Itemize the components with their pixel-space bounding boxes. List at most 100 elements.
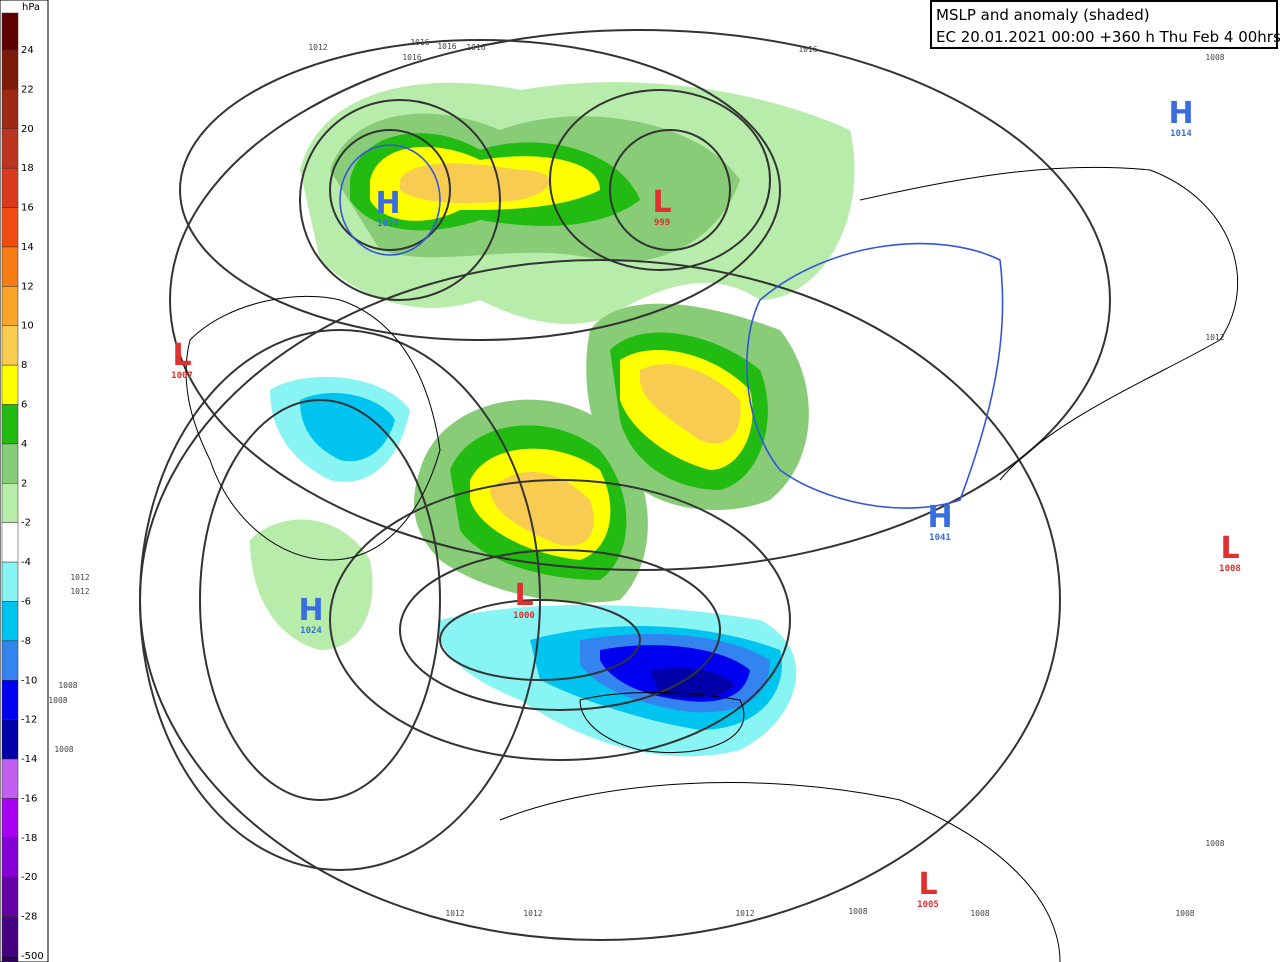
legend-label: 16 — [21, 203, 34, 214]
isobar-label: 1016 — [402, 53, 421, 62]
isobar-label: 1016 — [798, 45, 817, 54]
subtitle: EC 20.01.2021 00:00 +360 h Thu Feb 4 00h… — [936, 28, 1280, 46]
high-contours — [339, 144, 1004, 509]
legend-swatch — [1, 798, 19, 839]
isobar-label: 1008 — [58, 681, 77, 690]
legend-label: 8 — [21, 360, 27, 371]
legend-swatch — [1, 207, 19, 248]
legend-swatch — [1, 443, 19, 484]
isobar-label: 1012 — [445, 909, 464, 918]
center-symbol: L — [172, 338, 191, 373]
legend-label: -20 — [21, 872, 37, 883]
isobar-label: 1008 — [1205, 53, 1224, 62]
center-symbol: L — [918, 867, 937, 902]
legend-swatch — [1, 719, 19, 760]
legend-unit: hPa — [22, 2, 40, 13]
legend: hPa 24 22 20 18 16 14 12 10 8 6 4 2 -2 -4 -6 -8 -10 -12 -14… — [0, 0, 49, 962]
legend-label: 18 — [21, 163, 34, 174]
center-value: 999 — [654, 218, 670, 228]
legend-swatch — [1, 916, 19, 957]
legend-label: -16 — [21, 793, 37, 804]
center-value: 1027 — [377, 219, 399, 229]
center-symbol: L — [652, 185, 671, 220]
isobar-label: 1008 — [1205, 839, 1224, 848]
center-value: 1000 — [513, 611, 535, 621]
center-value: 1014 — [1170, 129, 1192, 139]
isobar-label: 1016 — [466, 43, 485, 52]
legend-swatch — [1, 89, 19, 130]
legend-label: 14 — [21, 242, 34, 253]
legend-swatch — [1, 128, 19, 169]
center-value: 1008 — [1219, 564, 1241, 574]
center-value: 1005 — [917, 900, 939, 910]
legend-label: -4 — [21, 557, 31, 568]
legend-swatch — [1, 483, 19, 523]
legend-label: -14 — [21, 754, 37, 765]
isobar-label: 1016 — [437, 42, 456, 51]
isobar-label: 1008 — [48, 696, 67, 705]
legend-swatch — [1, 837, 19, 878]
legend-label: -28 — [21, 912, 37, 923]
center-symbol: H — [927, 500, 952, 535]
isobar-label: 1008 — [54, 745, 73, 754]
legend-swatch — [1, 404, 19, 445]
legend-swatch — [1, 246, 19, 287]
legend-swatch — [1, 561, 19, 602]
center-symbol: H — [375, 186, 400, 221]
legend-label: 20 — [21, 124, 34, 135]
center-value: 1024 — [300, 626, 322, 636]
anomaly-shading — [250, 82, 855, 757]
legend-label: -2 — [21, 518, 31, 529]
isobar-label: 1008 — [970, 909, 989, 918]
legend-swatch — [1, 12, 19, 51]
legend-swatch — [1, 680, 19, 720]
legend-label: -8 — [21, 636, 31, 647]
isobar-label: 1016 — [410, 38, 429, 47]
legend-label: -18 — [21, 833, 37, 844]
legend-swatch — [1, 601, 19, 642]
isobar-label: 1012 — [523, 909, 542, 918]
legend-swatch — [1, 522, 19, 563]
center-symbol: L — [1220, 531, 1239, 566]
isobar-label: 1012 — [735, 909, 754, 918]
legend-swatch — [1, 364, 19, 405]
legend-swatch — [1, 758, 19, 799]
legend-swatch — [1, 876, 19, 917]
isobar-label: 1008 — [848, 907, 867, 916]
legend-label: -6 — [21, 596, 31, 607]
legend-swatch — [1, 640, 19, 681]
isobar-labels: 1012 1016 1016 1016 1016 1016 1008 1012 1012 1012… — [48, 38, 1224, 918]
legend-swatch — [1, 286, 19, 326]
legend-swatch — [1, 167, 19, 208]
isobar-label: 1008 — [1175, 909, 1194, 918]
legend-label: 10 — [21, 321, 34, 332]
isobar-label: 1012 — [70, 573, 89, 582]
legend-label: -10 — [21, 675, 37, 686]
center-value: 1041 — [929, 533, 951, 543]
center-symbol: H — [1168, 96, 1193, 131]
center-symbol: H — [298, 593, 323, 628]
legend-swatch — [1, 49, 19, 90]
legend-label: 24 — [21, 45, 34, 56]
isobar-label: 1012 — [308, 43, 327, 52]
legend-swatch — [1, 325, 19, 366]
isobars — [139, 29, 1111, 941]
isobar-label: 1012 — [70, 587, 89, 596]
legend-swatch — [1, 955, 19, 962]
legend-label: -12 — [21, 715, 37, 726]
legend-label: 22 — [21, 84, 34, 95]
center-symbol: L — [514, 578, 533, 613]
legend-label: -500 — [21, 951, 44, 962]
center-value: 1007 — [171, 371, 193, 381]
title-box — [930, 0, 1278, 49]
coastlines — [185, 166, 1239, 962]
title: MSLP and anomaly (shaded) — [936, 6, 1150, 24]
legend-label: 12 — [21, 281, 34, 292]
legend-label: 4 — [21, 439, 27, 450]
legend-label: 2 — [21, 478, 27, 489]
isobar-label: 1012 — [1205, 333, 1224, 342]
legend-label: 6 — [21, 400, 27, 411]
